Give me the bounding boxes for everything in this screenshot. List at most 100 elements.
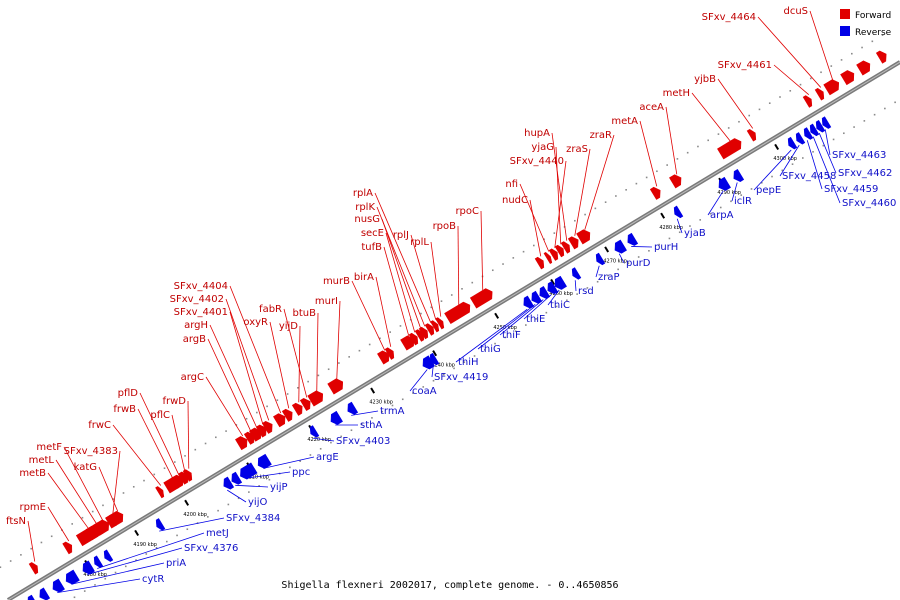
gene-forward-murB-leader xyxy=(351,280,386,351)
gene-forward-rpoB-leader xyxy=(457,225,460,306)
gene-forward-yjbB xyxy=(746,129,757,142)
guide-dot xyxy=(368,343,371,346)
gene-forward-yjbB-leader xyxy=(717,78,754,129)
gene-forward-pflD-leader xyxy=(139,392,180,475)
guide-dot xyxy=(635,182,638,185)
guide-dot xyxy=(432,379,435,382)
guide-dot xyxy=(553,232,556,234)
gene-forward-frwC-leader xyxy=(112,424,162,486)
guide-dot xyxy=(307,380,309,383)
gene-forward-rpoB xyxy=(444,301,471,324)
gene-forward-pflC-label: pflC xyxy=(150,410,170,421)
gene-reverse-cytR-leader xyxy=(57,578,141,594)
kbp-tick-label: 4230 kbp xyxy=(369,400,393,406)
gene-forward-nudC-label: nudC xyxy=(502,195,528,206)
guide-dot xyxy=(207,516,209,518)
guide-dot xyxy=(114,571,117,574)
gene-forward-oxyR-label: oxyR xyxy=(243,317,268,328)
guide-dot xyxy=(637,256,640,258)
guide-dot xyxy=(584,213,586,216)
gene-forward-frwD xyxy=(182,469,193,482)
guide-dot xyxy=(227,503,230,506)
guide-dot xyxy=(94,584,96,586)
gene-forward-ftsN-label: ftsN xyxy=(6,516,26,527)
gene-reverse-zraP-leader xyxy=(595,265,600,278)
gene-reverse-thiF-leader xyxy=(499,299,544,336)
guide-dot xyxy=(840,59,843,61)
guide-dot xyxy=(81,516,84,519)
gene-reverse-yijP xyxy=(231,471,243,485)
kbp-tick-label: 4240 kbp xyxy=(431,362,455,368)
gene-reverse-cytR xyxy=(52,578,65,593)
guide-dot xyxy=(471,281,474,284)
gene-forward-rplL-leader xyxy=(430,241,442,317)
gene-reverse-yijO-leader xyxy=(227,489,247,503)
gene-forward-rplJ-leader xyxy=(410,234,437,320)
guide-dot xyxy=(645,176,648,179)
guide-dot xyxy=(789,90,792,92)
guide-dot xyxy=(738,120,740,123)
gene-forward-SFxv_4461 xyxy=(802,95,813,108)
gene-reverse-yjaB xyxy=(673,205,684,219)
kbp-tick xyxy=(604,246,610,253)
gene-forward-SFxv_4401-leader xyxy=(229,311,264,425)
gene-forward-metA-label: metA xyxy=(611,116,638,127)
gene-reverse-priA xyxy=(65,569,80,585)
kbp-tick xyxy=(370,387,376,394)
gene-reverse-thiH xyxy=(523,295,535,309)
gene-forward-metA xyxy=(649,186,661,200)
gene-forward-argH-label: argH xyxy=(184,320,208,331)
gene-forward-hupA xyxy=(560,241,571,254)
gene-reverse-purD-label: purD xyxy=(626,258,651,269)
guide-dot xyxy=(338,362,340,364)
gene-forward-SFxv_4440-leader xyxy=(554,160,567,248)
gene-forward-frwC xyxy=(155,486,165,499)
gene-reverse-yjaB-label: yjaB xyxy=(684,228,706,239)
guide-dot xyxy=(30,547,32,550)
guide-dot xyxy=(176,534,178,537)
guide-dot xyxy=(0,566,2,569)
guide-dot xyxy=(871,40,874,43)
guide-dot xyxy=(727,127,730,129)
guide-dot xyxy=(543,238,545,241)
gene-reverse-sthA xyxy=(330,410,343,425)
gene-reverse-thiF xyxy=(539,285,551,299)
kbp-tick-label: 4280 kbp xyxy=(659,225,683,231)
gene-forward-SFxv_4383-leader xyxy=(112,450,121,515)
gene-reverse-trmA xyxy=(347,401,359,415)
guide-dot xyxy=(381,410,384,413)
guide-dot xyxy=(483,348,486,351)
gene-forward-btuB xyxy=(307,390,324,407)
gene-forward-aceA-leader xyxy=(665,106,678,175)
guide-dot xyxy=(235,424,238,426)
guide-dot xyxy=(276,399,279,401)
guide-dot xyxy=(750,188,753,190)
gene-reverse-cytR-label: cytR xyxy=(142,574,164,585)
guide-dot xyxy=(104,577,107,580)
guide-dot xyxy=(514,330,517,333)
gene-reverse-pepE-leader xyxy=(753,149,792,191)
guide-dot xyxy=(412,392,414,394)
gene-forward-pflD-label: pflD xyxy=(118,388,139,399)
kbp-tick-label: 4220 kbp xyxy=(307,437,331,443)
leader-lines-layer xyxy=(27,10,841,594)
gene-reverse-rsd-leader xyxy=(574,280,577,292)
gene-forward-rpmE-leader xyxy=(47,506,70,542)
guide-dot xyxy=(166,540,168,543)
gene-reverse-SFxv_4462 xyxy=(815,120,826,133)
guide-dot xyxy=(648,250,650,252)
guide-dot xyxy=(494,342,496,345)
gene-reverse-rsd xyxy=(571,267,582,280)
gene-forward-block xyxy=(856,60,871,76)
kbp-tick-label: 4200 kbp xyxy=(183,512,207,518)
guide-dot xyxy=(615,195,617,197)
guide-dot xyxy=(155,546,158,549)
gene-forward-metL-label: metL xyxy=(29,455,55,466)
gene-reverse-ppc xyxy=(240,462,258,480)
gene-reverse-thiH-leader xyxy=(455,308,528,363)
gene-forward-metH xyxy=(717,138,742,160)
gene-reverse-argE-leader xyxy=(263,456,315,469)
gene-forward-rplA-label: rplA xyxy=(353,188,373,199)
kbp-ticks-layer: 4180 kbp 4190 kbp 4200 kbp 4210 kbp 4220 kbp… xyxy=(83,143,797,578)
gene-reverse-yijP-leader xyxy=(235,484,269,488)
